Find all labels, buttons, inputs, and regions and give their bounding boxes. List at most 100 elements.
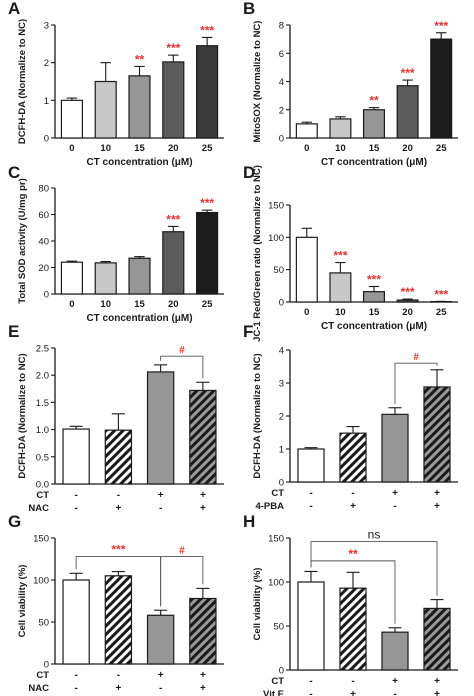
- significance-label: ***: [200, 196, 214, 210]
- y-tick-label: 6: [279, 49, 284, 60]
- condition-sign: +: [158, 670, 164, 681]
- bar: [423, 386, 451, 483]
- condition-sign: -: [351, 676, 354, 687]
- y-tick-label: 4: [279, 77, 284, 88]
- condition-label: Vit E: [263, 689, 284, 696]
- y-axis-label: Cell viability (%): [252, 568, 263, 641]
- bar: [94, 80, 117, 139]
- bracket-label: #: [179, 345, 185, 356]
- significance-label: **: [369, 94, 379, 108]
- condition-sign: -: [159, 503, 162, 514]
- y-tick-label: 1: [279, 445, 284, 456]
- bar: [162, 231, 185, 295]
- bar: [381, 631, 409, 671]
- y-tick-label: 2: [279, 105, 284, 116]
- panel-letter: G: [8, 512, 21, 531]
- panel-g: G 0 50 100 150 Cell viability (%) CT - - + + NAC - + -…: [8, 512, 224, 694]
- x-tick-label: 20: [402, 143, 413, 154]
- y-axis-label: Total SOD activity (U/mg pr): [17, 178, 28, 303]
- x-tick-label: 0: [69, 299, 74, 310]
- bar: [162, 61, 185, 139]
- condition-label: CT: [271, 488, 284, 499]
- y-tick-label: 2: [279, 412, 284, 423]
- x-tick-label: 25: [202, 143, 213, 154]
- y-tick-label: 1: [44, 96, 49, 107]
- condition-label: NAC: [28, 503, 49, 514]
- condition-sign: +: [350, 501, 356, 512]
- y-tick-label: 2: [44, 58, 49, 69]
- bar: [295, 123, 318, 139]
- y-tick-label: 100: [33, 576, 49, 587]
- significance-label: ***: [333, 249, 347, 263]
- y-tick-label: 2.5: [36, 344, 49, 355]
- y-axis-label: DCFH-DA (Normalize to NC): [17, 19, 28, 144]
- condition-sign: +: [434, 488, 440, 499]
- x-axis-label: CT concentration (μM): [86, 157, 192, 168]
- x-tick-label: 15: [369, 143, 380, 154]
- y-axis-label: Cell viability (%): [17, 565, 28, 638]
- y-axis-label: DCFH-DA (Normalize to NC): [252, 353, 263, 478]
- x-tick-label: 10: [100, 143, 111, 154]
- condition-sign: -: [309, 689, 312, 696]
- y-tick-label: 0.5: [36, 452, 49, 463]
- bar: [396, 299, 419, 303]
- bar: [297, 581, 325, 671]
- x-tick-label: 15: [369, 307, 380, 318]
- condition-sign: -: [393, 689, 396, 696]
- y-tick-label: 100: [268, 578, 284, 589]
- bar: [189, 389, 217, 485]
- bar: [396, 85, 419, 139]
- y-tick-label: 20: [38, 263, 49, 274]
- comparison-bracket: [160, 355, 204, 379]
- bar: [295, 236, 318, 303]
- bar: [62, 428, 90, 485]
- x-tick-label: 0: [69, 143, 74, 154]
- y-axis-label: DCFH-DA (Normalize to NC): [17, 353, 28, 478]
- condition-label: CT: [271, 676, 284, 687]
- y-tick-label: 2.0: [36, 371, 49, 382]
- significance-label: ***: [434, 19, 448, 33]
- y-tick-label: 150: [33, 534, 49, 545]
- y-tick-label: 8: [279, 21, 284, 32]
- x-axis-label: CT concentration (μM): [86, 313, 192, 324]
- y-tick-label: 3: [279, 379, 284, 390]
- comparison-bracket: [310, 541, 438, 596]
- significance-label: ***: [200, 23, 214, 37]
- y-tick-label: 60: [38, 210, 49, 221]
- x-tick-label: 10: [335, 307, 346, 318]
- comparison-bracket: [310, 560, 396, 624]
- y-tick-label: 0: [279, 298, 284, 309]
- bar: [196, 211, 219, 295]
- significance-label: **: [135, 52, 145, 66]
- bar: [146, 614, 175, 665]
- x-tick-label: 0: [304, 307, 309, 318]
- x-axis-label: CT concentration (μM): [321, 157, 427, 168]
- y-tick-label: 0: [44, 134, 49, 145]
- condition-sign: +: [115, 683, 121, 694]
- condition-sign: -: [309, 676, 312, 687]
- x-tick-label: 15: [134, 299, 145, 310]
- bracket-label: **: [348, 547, 358, 561]
- bracket-label: #: [179, 545, 185, 556]
- condition-sign: -: [117, 490, 120, 501]
- y-tick-label: 1.0: [36, 425, 49, 436]
- condition-sign: +: [392, 488, 398, 499]
- condition-sign: +: [200, 503, 206, 514]
- y-tick-label: 150: [268, 534, 284, 545]
- significance-label: ***: [434, 287, 448, 301]
- y-tick-label: 0: [279, 134, 284, 145]
- condition-sign: +: [158, 490, 164, 501]
- panel-letter: E: [8, 322, 19, 341]
- y-tick-label: 40: [38, 237, 49, 248]
- x-axis-label: CT concentration (μM): [321, 321, 427, 332]
- panel-letter: A: [8, 0, 20, 18]
- panel-letter: C: [8, 163, 20, 182]
- significance-label: ***: [401, 66, 415, 80]
- condition-sign: +: [434, 501, 440, 512]
- condition-label: CT: [36, 670, 49, 681]
- condition-sign: +: [200, 490, 206, 501]
- bar: [94, 262, 117, 295]
- bar: [189, 597, 217, 665]
- condition-sign: +: [434, 676, 440, 687]
